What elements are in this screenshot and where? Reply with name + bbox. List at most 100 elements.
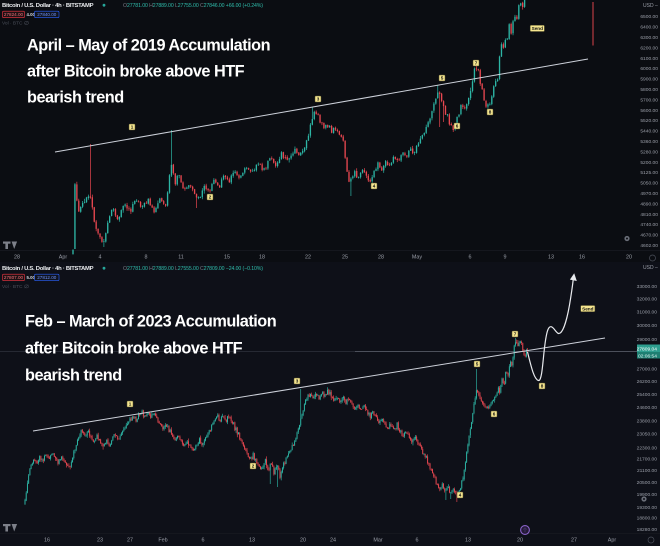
svg-text:4810.00: 4810.00 [640,212,658,218]
svg-text:32000.00: 32000.00 [637,297,658,303]
svg-text:Send: Send [532,26,544,31]
svg-text:28: 28 [378,255,384,261]
svg-text:5360.00: 5360.00 [640,139,658,145]
svg-text:19900.00: 19900.00 [637,492,658,498]
svg-text:6: 6 [456,124,459,129]
svg-text:Mar: Mar [373,538,382,544]
svg-text:5700.00: 5700.00 [640,97,658,103]
svg-text:18: 18 [259,255,265,261]
svg-text:8: 8 [145,255,148,261]
svg-text:23050.00: 23050.00 [637,432,658,438]
svg-text:5050.00: 5050.00 [640,181,658,187]
svg-text:2: 2 [209,195,212,200]
svg-text:5200.00: 5200.00 [640,160,658,166]
svg-text:5440.00: 5440.00 [640,129,658,135]
svg-text:27000.00: 27000.00 [637,367,658,373]
svg-text:6400.00: 6400.00 [640,25,658,31]
svg-text:April – May of 2019 Accumulati: April – May of 2019 Accumulation [27,37,270,55]
svg-text:13: 13 [465,538,471,544]
svg-text:21100.00: 21100.00 [637,468,657,474]
svg-text:25: 25 [342,255,348,261]
svg-text:21700.00: 21700.00 [637,457,658,463]
svg-text:5.00: 5.00 [27,275,36,280]
svg-text:20: 20 [517,538,523,544]
svg-text:6000.00: 6000.00 [640,66,658,72]
svg-text:25400.00: 25400.00 [637,392,658,398]
svg-text:20: 20 [300,538,306,544]
svg-text:4670.00: 4670.00 [640,233,658,239]
svg-text:USD –: USD – [643,3,658,9]
svg-text:3: 3 [317,97,320,102]
svg-text:16: 16 [579,255,585,261]
svg-text:13: 13 [249,538,255,544]
svg-text:Vol · BTC: Vol · BTC [2,21,23,27]
svg-text:22300.00: 22300.00 [637,445,658,451]
svg-text:20: 20 [626,255,632,261]
svg-text:4: 4 [99,255,102,261]
svg-text:5: 5 [441,76,444,81]
svg-text:bearish trend: bearish trend [25,367,122,385]
svg-text:20500.00: 20500.00 [637,480,658,486]
svg-text:Apr: Apr [608,538,617,544]
svg-text:6: 6 [416,538,419,544]
svg-text:27807.00: 27807.00 [4,275,24,280]
svg-text:2: 2 [252,464,255,469]
svg-text:24600.00: 24600.00 [637,405,658,411]
svg-text:Bitcoin / U.S. Dollar · 4h · B: Bitcoin / U.S. Dollar · 4h · BITSTAMP [2,266,94,272]
svg-text:6300.00: 6300.00 [640,35,658,41]
svg-text:4.00: 4.00 [27,12,36,17]
svg-text:29000.00: 29000.00 [637,337,658,343]
svg-text:4: 4 [373,184,376,189]
svg-text:13: 13 [548,255,554,261]
svg-text:Send: Send [582,306,594,311]
svg-text:4890.00: 4890.00 [640,201,658,207]
svg-text:4970.00: 4970.00 [640,191,658,197]
svg-text:6200.00: 6200.00 [640,45,658,51]
svg-text:Feb – March of 2023 Accumulati: Feb – March of 2023 Accumulation [25,313,276,331]
svg-text:5900.00: 5900.00 [640,77,658,83]
svg-text:O27781.00 H27889.00 L27555.00: O27781.00 H27889.00 L27555.00 C27809.00 … [123,266,263,272]
svg-text:6: 6 [493,412,496,417]
svg-text:22: 22 [305,255,311,261]
svg-text:4: 4 [459,493,462,498]
svg-text:3: 3 [296,379,299,384]
svg-text:6500.00: 6500.00 [640,14,658,20]
svg-text:6: 6 [469,255,472,261]
svg-text:1: 1 [131,125,134,130]
svg-text:8: 8 [541,384,544,389]
svg-text:7: 7 [514,332,517,337]
svg-text:02:06:54: 02:06:54 [638,354,657,360]
svg-text:Bitcoin / U.S. Dollar · 4h · B: Bitcoin / U.S. Dollar · 4h · BITSTAMP [2,3,94,9]
svg-text:16: 16 [44,538,50,544]
svg-text:5280.00: 5280.00 [640,149,658,155]
svg-text:Vol · BTC: Vol · BTC [2,284,23,290]
svg-text:9: 9 [504,255,507,261]
svg-text:30000.00: 30000.00 [637,323,658,329]
svg-text:27824.00: 27824.00 [4,12,24,17]
svg-text:1: 1 [129,402,132,407]
svg-text:6100.00: 6100.00 [640,56,658,62]
svg-text:6: 6 [202,538,205,544]
svg-text:28: 28 [14,255,20,261]
svg-text:27: 27 [571,538,577,544]
svg-text:7: 7 [475,61,478,66]
svg-text:23800.00: 23800.00 [637,419,658,425]
svg-text:USD –: USD – [643,265,658,271]
svg-text:31000.00: 31000.00 [637,310,658,316]
svg-text:8: 8 [489,110,492,115]
svg-text:O27781.00 H27889.00 L27755.00: O27781.00 H27889.00 L27755.00 C27846.00 … [123,3,263,9]
svg-text:23: 23 [97,538,103,544]
svg-text:24: 24 [330,538,336,544]
svg-text:18280.00: 18280.00 [637,527,658,533]
svg-text:4740.00: 4740.00 [640,222,658,228]
svg-text:5125.00: 5125.00 [640,170,658,176]
svg-text:27812.00: 27812.00 [37,275,57,280]
svg-text:Feb: Feb [158,538,167,544]
svg-text:after Bitcoin broke above HTF: after Bitcoin broke above HTF [27,63,245,81]
svg-text:15: 15 [224,255,230,261]
svg-text:5: 5 [476,362,479,367]
svg-text:Apr: Apr [59,255,68,261]
svg-text:5800.00: 5800.00 [640,87,658,93]
svg-text:after Bitcoin broke above HTF: after Bitcoin broke above HTF [25,340,243,358]
svg-text:5600.00: 5600.00 [640,108,658,114]
